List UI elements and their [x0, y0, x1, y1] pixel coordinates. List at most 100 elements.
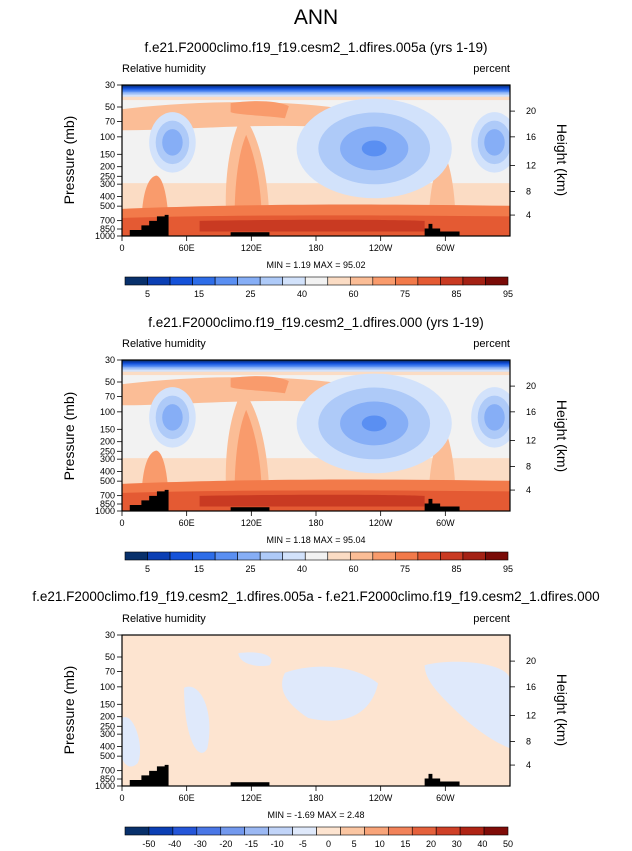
- contour-field: [122, 635, 510, 786]
- colorbar-label: 5: [145, 564, 150, 574]
- colorbar-swatch: [172, 826, 198, 836]
- colorbar-label: 25: [246, 289, 256, 299]
- colorbar-swatch: [147, 551, 171, 561]
- y2-tick-label: 16: [526, 132, 536, 142]
- colorbar-swatch: [388, 826, 413, 836]
- contour-field: [122, 360, 510, 511]
- panel-3-ylabel: Pressure (mb): [61, 666, 77, 755]
- y-tick-label: 100: [100, 132, 115, 142]
- panel-1-title: f.e21.F2000climo.f19_f19.cesm2_1.dfires.…: [145, 40, 488, 55]
- x-tick-label: 180: [308, 793, 323, 803]
- y2-tick-label: 8: [526, 186, 531, 196]
- y-tick-label: 150: [100, 699, 115, 709]
- y2-tick-label: 20: [526, 106, 536, 116]
- colorbar-label: 30: [452, 839, 462, 849]
- x-tick-label: 120E: [241, 518, 262, 528]
- colorbar-label: 5: [145, 289, 150, 299]
- x-tick-label: 120E: [241, 243, 262, 253]
- panel-2-colorbar: 5 15 25 40 60 75 85 95: [124, 551, 513, 574]
- x-tick-label: 120W: [369, 518, 393, 528]
- x-tick-label: 60E: [179, 793, 195, 803]
- colorbar-label: 0: [326, 839, 331, 849]
- y-tick-label: 850: [100, 774, 115, 784]
- y2-tick-label: 16: [526, 407, 536, 417]
- x-tick-label: 0: [119, 243, 124, 253]
- colorbar-label: 85: [451, 564, 461, 574]
- colorbar-label: 75: [400, 564, 410, 574]
- colorbar-label: 15: [194, 564, 204, 574]
- colorbar-label: 95: [503, 564, 513, 574]
- y-tick-label: 70: [105, 666, 115, 676]
- colorbar-label: -10: [271, 839, 284, 849]
- panel-2-y2label: Height (km): [554, 400, 570, 472]
- colorbar-swatch: [124, 826, 150, 836]
- colorbar-swatch: [462, 551, 486, 561]
- panel-3-left-label: Relative humidity: [122, 613, 206, 625]
- y-tick-label: 200: [100, 437, 115, 447]
- colorbar-label: 75: [400, 289, 410, 299]
- y2-tick-label: 12: [526, 161, 536, 171]
- panel-3-title: f.e21.F2000climo.f19_f19.cesm2_1.dfires.…: [32, 589, 599, 604]
- colorbar-swatch: [147, 276, 171, 286]
- y-tick-label: 1000: [95, 781, 115, 791]
- y2-tick-label: 16: [526, 682, 536, 692]
- y-tick-label: 400: [100, 742, 115, 752]
- colorbar-swatch: [214, 276, 238, 286]
- panel-1-right-label: percent: [473, 63, 510, 75]
- y-tick-label: 50: [105, 377, 115, 387]
- x-tick-label: 0: [119, 518, 124, 528]
- colorbar-label: 40: [297, 564, 307, 574]
- colorbar-label: -5: [299, 839, 307, 849]
- panel-3: f.e21.F2000climo.f19_f19.cesm2_1.dfires.…: [32, 589, 599, 849]
- colorbar-swatch: [244, 826, 269, 836]
- y-tick-label: 300: [100, 729, 115, 739]
- colorbar-swatch: [340, 826, 365, 836]
- y-tick-label: 500: [100, 751, 115, 761]
- colorbar-label: 25: [246, 564, 256, 574]
- y-tick-label: 30: [105, 630, 115, 640]
- y2-tick-label: 8: [526, 461, 531, 471]
- panel-1-y2label: Height (km): [554, 124, 570, 196]
- panel-1-colorbar: 5 15 25 40 60 75 85 95: [124, 276, 513, 299]
- colorbar-swatch: [196, 826, 222, 836]
- y2-tick-label: 8: [526, 736, 531, 746]
- colorbar-swatch: [462, 276, 486, 286]
- colorbar-label: 60: [349, 564, 359, 574]
- y-tick-label: 1000: [95, 231, 115, 241]
- panel-2-title: f.e21.F2000climo.f19_f19.cesm2_1.dfires.…: [148, 315, 483, 330]
- y-tick-label: 30: [105, 355, 115, 365]
- colorbar-label: 15: [400, 839, 410, 849]
- colorbar-swatch: [485, 276, 509, 286]
- colorbar-label: 20: [426, 839, 436, 849]
- x-tick-label: 60W: [436, 518, 455, 528]
- y-tick-label: 700: [100, 766, 115, 776]
- colorbar-label: -15: [245, 839, 258, 849]
- colorbar-swatch: [395, 276, 419, 286]
- colorbar-swatch: [417, 276, 441, 286]
- figure-title: ANN: [294, 6, 338, 29]
- x-tick-label: 120W: [369, 243, 393, 253]
- y-tick-label: 300: [100, 179, 115, 189]
- y-tick-label: 250: [100, 721, 115, 731]
- colorbar-label: -20: [219, 839, 232, 849]
- colorbar-swatch: [220, 826, 245, 836]
- y-tick-label: 100: [100, 407, 115, 417]
- y-tick-label: 70: [105, 116, 115, 126]
- y-tick-label: 150: [100, 424, 115, 434]
- colorbar-swatch: [169, 276, 193, 286]
- colorbar-label: 10: [375, 839, 385, 849]
- x-tick-label: 60E: [179, 243, 195, 253]
- colorbar-swatch: [292, 826, 317, 836]
- colorbar-swatch: [316, 826, 341, 836]
- y-tick-label: 700: [100, 491, 115, 501]
- y-tick-label: 1000: [95, 506, 115, 516]
- y-tick-label: 100: [100, 682, 115, 692]
- y2-tick-label: 4: [526, 485, 531, 495]
- y2-tick-label: 20: [526, 656, 536, 666]
- panel-1-ylabel: Pressure (mb): [61, 116, 77, 205]
- y-tick-label: 500: [100, 476, 115, 486]
- colorbar-swatch: [282, 276, 306, 286]
- panel-3-stats: MIN = -1.69 MAX = 2.48: [267, 810, 364, 820]
